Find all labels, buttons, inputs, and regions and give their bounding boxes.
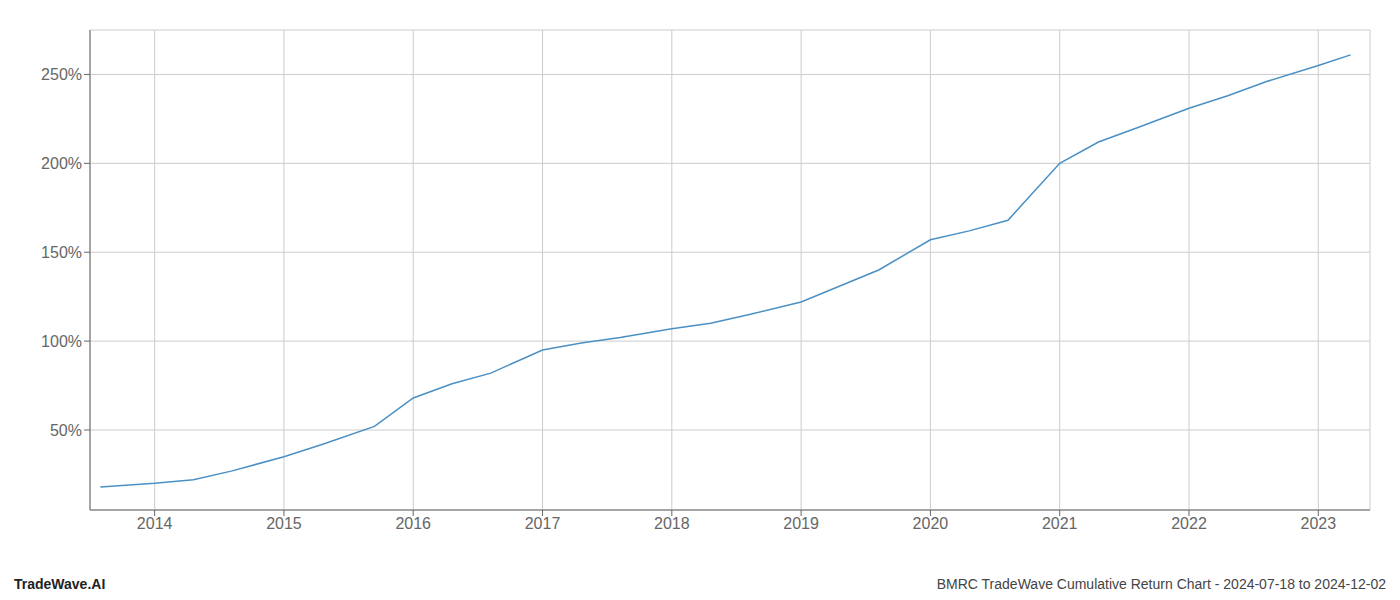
svg-text:2016: 2016 [395,515,431,532]
html-text:TradeWave.AI: TradeWave.AI [14,576,106,592]
svg-text:2021: 2021 [1042,515,1078,532]
svg-text:2023: 2023 [1300,515,1336,532]
svg-text:200%: 200% [41,155,82,172]
svg-text:150%: 150% [41,244,82,261]
svg-text:2020: 2020 [913,515,949,532]
svg-text:50%: 50% [50,422,82,439]
svg-text:100%: 100% [41,333,82,350]
svg-text:2015: 2015 [266,515,302,532]
svg-text:250%: 250% [41,66,82,83]
svg-text:2014: 2014 [137,515,173,532]
svg-text:2018: 2018 [654,515,690,532]
svg-text:2022: 2022 [1171,515,1207,532]
html-text:BMRC TradeWave Cumulative Retu: BMRC TradeWave Cumulative Return Chart -… [936,576,1386,592]
svg-text:2019: 2019 [783,515,819,532]
svg-text:2017: 2017 [525,515,561,532]
